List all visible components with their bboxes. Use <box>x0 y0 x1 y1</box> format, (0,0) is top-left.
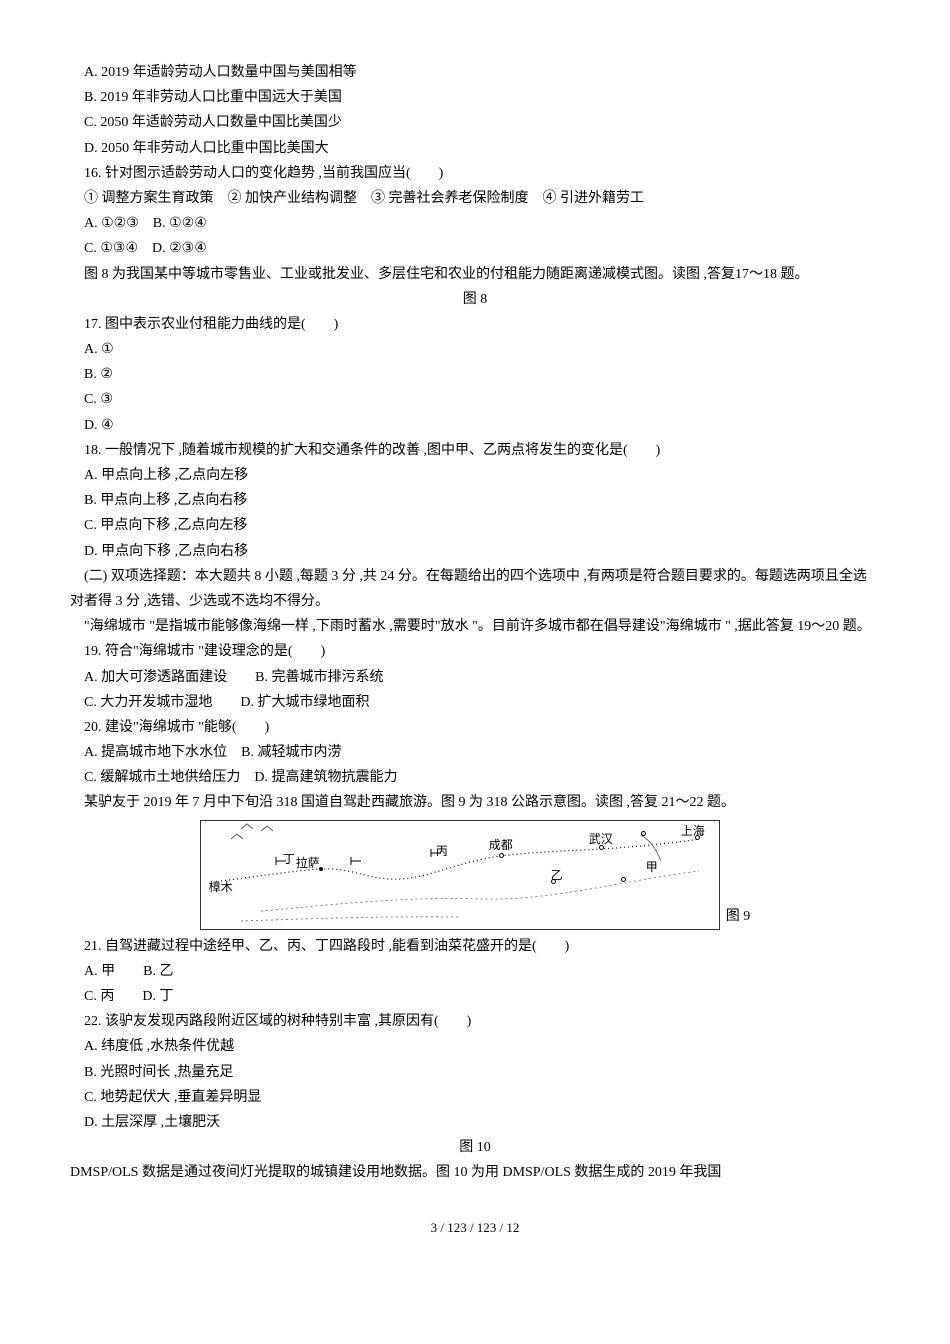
city-shanghai: 上海 <box>681 821 705 843</box>
q20-stem: 20. 建设"海绵城市 "能够( ) <box>70 715 880 740</box>
q22-option-d: D. 土层深厚 ,土壤肥沃 <box>70 1110 880 1135</box>
q17-stem: 17. 图中表示农业付租能力曲线的是( ) <box>70 312 880 337</box>
fig9-map: 拉萨 樟木 成都 武汉 上海 丁 丙 乙 甲 图 9 <box>70 820 880 930</box>
dot-extra-2 <box>621 877 626 882</box>
sponge-intro: "海绵城市 "是指城市能够像海绵一样 ,下雨时蓄水 ,需要时"放水 "。目前许多… <box>70 614 880 639</box>
section2-header: (二) 双项选择题：本大题共 8 小题 ,每题 3 分 ,共 24 分。在每题给… <box>70 564 880 614</box>
q19-row2: C. 大力开发城市湿地 D. 扩大城市绿地面积 <box>70 690 880 715</box>
q16-stem: 16. 针对图示适龄劳动人口的变化趋势 ,当前我国应当( ) <box>70 161 880 186</box>
q22-option-a: A. 纬度低 ,水热条件优越 <box>70 1034 880 1059</box>
dot-extra-1 <box>551 879 556 884</box>
q18-option-c: C. 甲点向下移 ,乙点向左移 <box>70 513 880 538</box>
q22-option-b: B. 光照时间长 ,热量充足 <box>70 1060 880 1085</box>
q20-row1: A. 提高城市地下水水位 B. 减轻城市内涝 <box>70 740 880 765</box>
q16-items: ① 调整方案生育政策 ② 加快产业结构调整 ③ 完善社会养老保险制度 ④ 引进外… <box>70 186 880 211</box>
q21-stem: 21. 自驾进藏过程中途经甲、乙、丙、丁四路段时 ,能看到油菜花盛开的是( ) <box>70 934 880 959</box>
fig9-label: 图 9 <box>726 904 751 929</box>
q21-row2: C. 丙 D. 丁 <box>70 984 880 1009</box>
q16-options-ab: A. ①②③ B. ①②④ <box>70 211 880 236</box>
city-chengdu: 成都 <box>489 835 513 857</box>
city-zhangmu: 樟木 <box>209 877 233 899</box>
q17-option-d: D. ④ <box>70 413 880 438</box>
fig8-intro: 图 8 为我国某中等城市零售业、工业或批发业、多层住宅和农业的付租能力随距离递减… <box>70 262 880 287</box>
q21-row1: A. 甲 B. 乙 <box>70 959 880 984</box>
q18-stem: 18. 一般情况下 ,随着城市规模的扩大和交通条件的改善 ,图中甲、乙两点将发生… <box>70 438 880 463</box>
q15-option-a: A. 2019 年适龄劳动人口数量中国与美国相等 <box>70 60 880 85</box>
mark-ding: 丁 <box>283 849 295 871</box>
q15-option-b: B. 2019 年非劳动人口比重中国远大于美国 <box>70 85 880 110</box>
q19-row1: A. 加大可渗透路面建设 B. 完善城市排污系统 <box>70 665 880 690</box>
q15-option-c: C. 2050 年适龄劳动人口数量中国比美国少 <box>70 110 880 135</box>
q16-options-cd: C. ①③④ D. ②③④ <box>70 236 880 261</box>
q18-option-b: B. 甲点向上移 ,乙点向右移 <box>70 488 880 513</box>
q17-option-c: C. ③ <box>70 387 880 412</box>
mark-jia: 甲 <box>646 857 658 879</box>
q18-option-d: D. 甲点向下移 ,乙点向右移 <box>70 539 880 564</box>
q17-option-b: B. ② <box>70 362 880 387</box>
fig8-caption: 图 8 <box>70 287 880 312</box>
fig9-intro: 某驴友于 2019 年 7 月中下旬沿 318 国道自驾赴西藏旅游。图 9 为 … <box>70 790 880 815</box>
q22-option-c: C. 地势起伏大 ,垂直差异明显 <box>70 1085 880 1110</box>
q18-option-a: A. 甲点向上移 ,乙点向左移 <box>70 463 880 488</box>
map-box: 拉萨 樟木 成都 武汉 上海 丁 丙 乙 甲 <box>200 820 720 930</box>
fig10-caption: 图 10 <box>70 1135 880 1160</box>
q15-option-d: D. 2050 年非劳动人口比重中国比美国大 <box>70 136 880 161</box>
city-wuhan: 武汉 <box>589 829 613 851</box>
dmsp-text: DMSP/OLS 数据是通过夜间灯光提取的城镇建设用地数据。图 10 为用 DM… <box>70 1160 880 1185</box>
q20-row2: C. 缓解城市土地供给压力 D. 提高建筑物抗震能力 <box>70 765 880 790</box>
city-lhasa: 拉萨 <box>296 853 320 875</box>
map-svg <box>201 821 721 931</box>
q19-stem: 19. 符合"海绵城市 "建设理念的是( ) <box>70 639 880 664</box>
dot-extra-3 <box>641 831 646 836</box>
page-footer: 3 / 123 / 123 / 12 <box>70 1216 880 1239</box>
mark-bing: 丙 <box>436 841 448 863</box>
q17-option-a: A. ① <box>70 337 880 362</box>
q22-stem: 22. 该驴友发现丙路段附近区域的树种特别丰富 ,其原因有( ) <box>70 1009 880 1034</box>
